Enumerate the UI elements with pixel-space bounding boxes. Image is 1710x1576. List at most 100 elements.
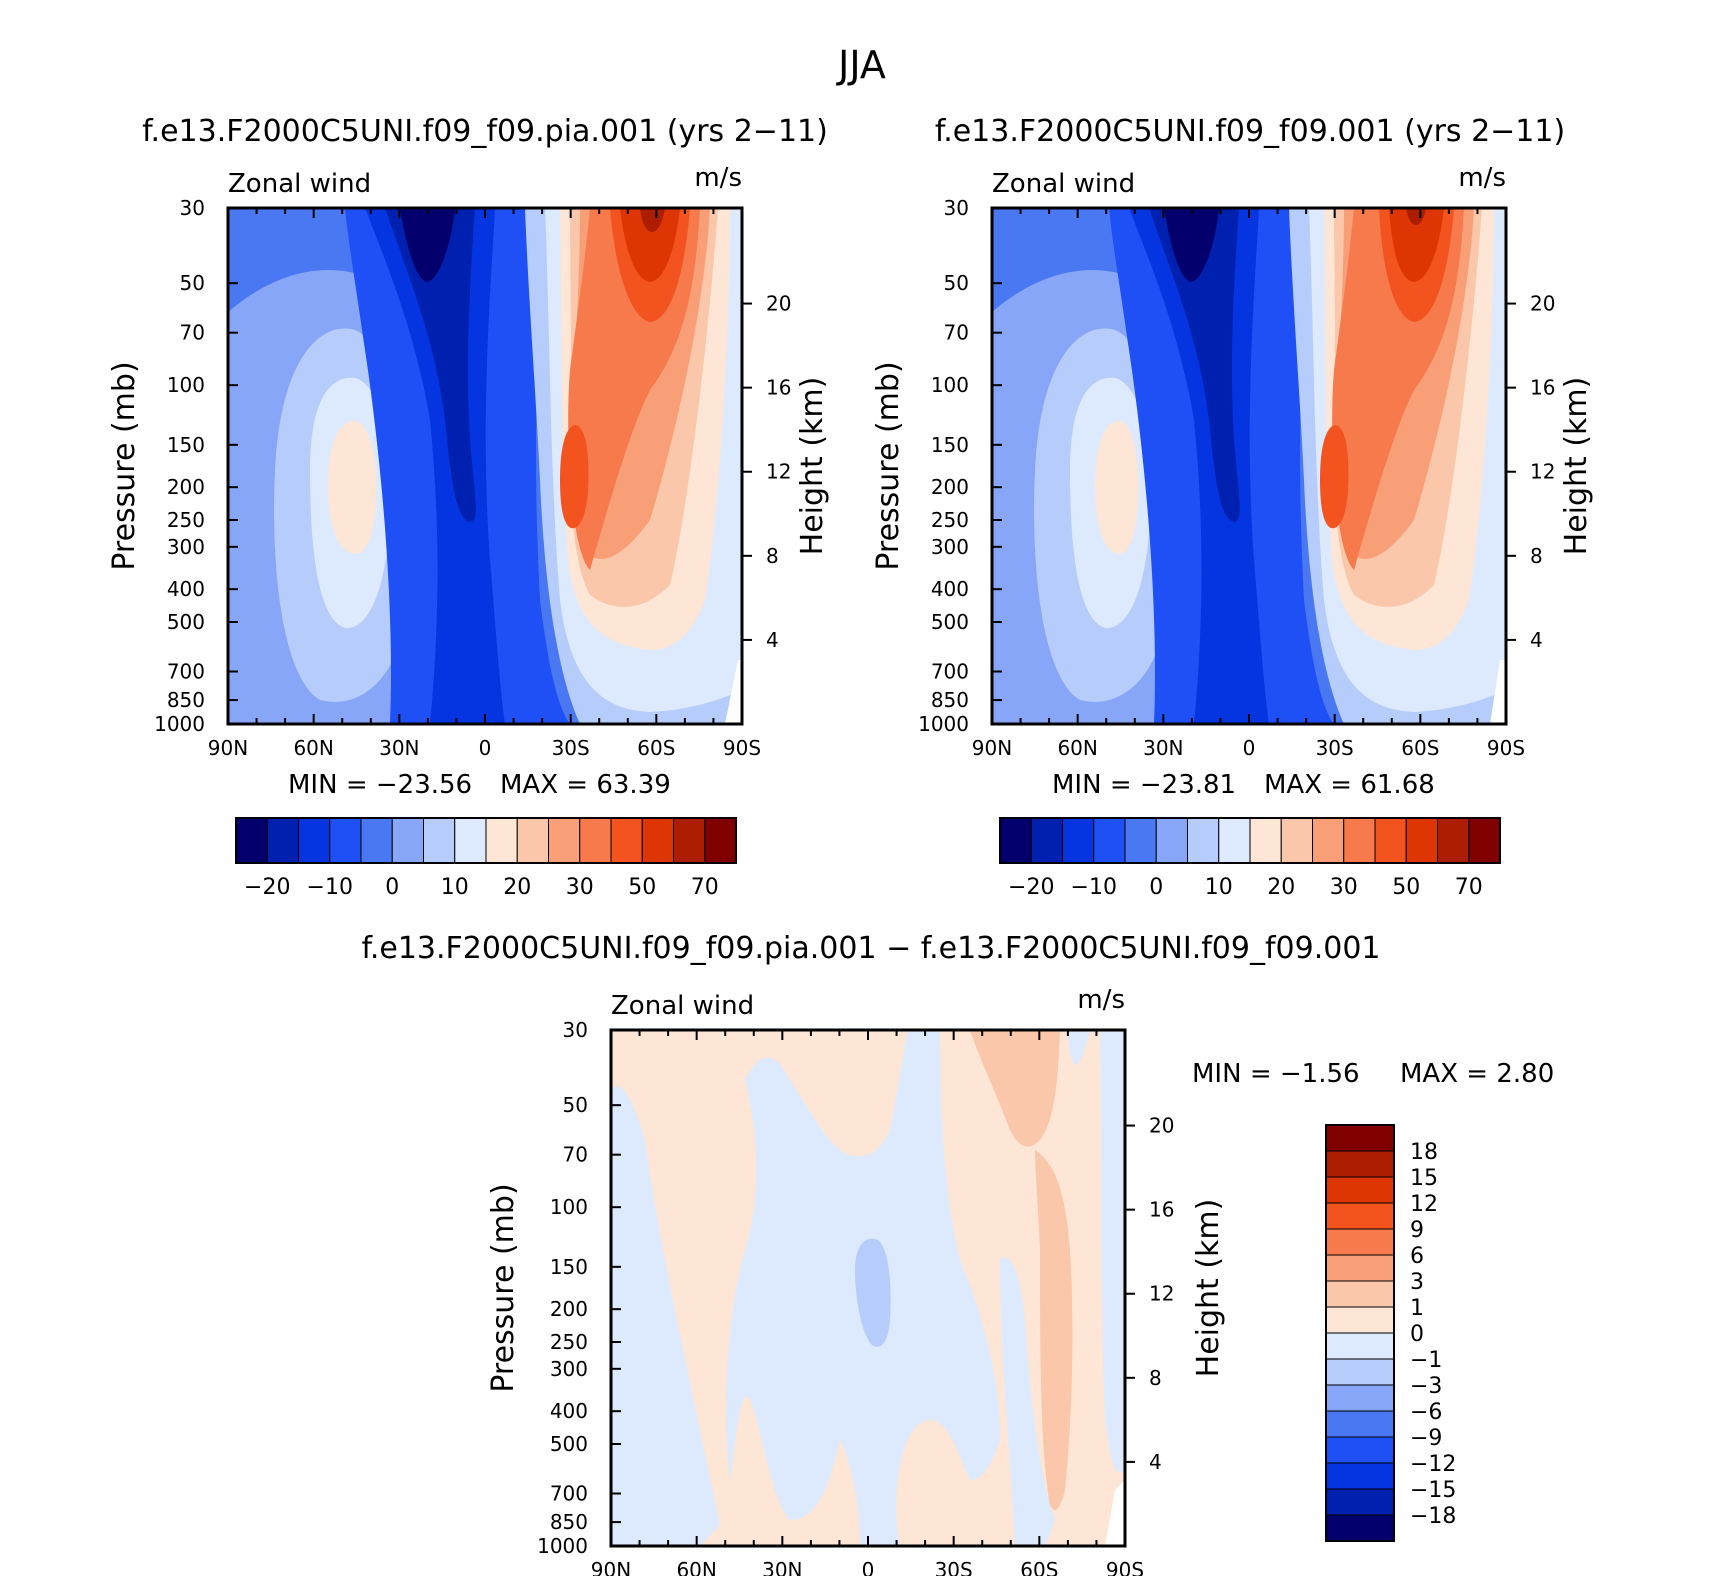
colorbar-swatch — [1312, 817, 1345, 864]
x-tick-label: 90S — [1487, 736, 1525, 760]
panel-c-ylabel: Pressure (mb) — [486, 1183, 521, 1392]
y2-tick-label: 20 — [1149, 1114, 1174, 1138]
y-tick-label: 700 — [550, 1482, 588, 1506]
panel-b-x-axis: 90N 60N 30N 0 30S 60S 90S — [972, 208, 1525, 760]
colorbar-label: 1 — [1410, 1296, 1424, 1321]
colorbar-label: −9 — [1410, 1426, 1442, 1451]
contour-fill — [1320, 425, 1349, 529]
y-tick-label: 850 — [167, 688, 205, 712]
colorbar-label: 70 — [1455, 875, 1483, 900]
colorbar-swatch — [1325, 1514, 1395, 1542]
x-tick-label: 0 — [479, 736, 492, 760]
colorbar-label: −20 — [244, 875, 290, 900]
x-tick-label: 60S — [1020, 1558, 1058, 1576]
colorbar-swatch — [391, 817, 424, 864]
colorbar-swatch — [1325, 1384, 1395, 1412]
y2-tick-label: 16 — [1149, 1198, 1174, 1222]
x-tick-label: 30N — [379, 736, 419, 760]
panel-a: f.e13.F2000C5UNI.f09_f09.pia.001 (yrs 2−… — [107, 114, 830, 900]
x-tick-label: 60N — [676, 1558, 716, 1576]
colorbar-swatch — [485, 817, 518, 864]
panel-b-y2label: Height (km) — [1559, 377, 1594, 556]
y-tick-label: 150 — [550, 1255, 588, 1279]
y-tick-label: 1000 — [918, 712, 969, 736]
x-tick-label: 90S — [723, 736, 761, 760]
y2-tick-label: 12 — [1530, 460, 1555, 484]
y2-tick-label: 20 — [766, 292, 791, 316]
x-tick-label: 30N — [762, 1558, 802, 1576]
y-tick-label: 70 — [563, 1143, 588, 1167]
y-tick-label: 500 — [931, 610, 969, 634]
contour-fill — [855, 1238, 891, 1347]
panel-a-min: MIN = −23.56 — [288, 770, 472, 800]
contour-fill — [1095, 420, 1139, 555]
y-tick-label: 50 — [180, 271, 205, 295]
colorbar-label: 30 — [1330, 875, 1358, 900]
colorbar-label: 30 — [566, 875, 594, 900]
colorbar-swatch — [641, 817, 674, 864]
colorbar-swatch — [1325, 1488, 1395, 1516]
y-tick-label: 100 — [931, 373, 969, 397]
colorbar-swatch — [1325, 1358, 1395, 1386]
y-tick-label: 300 — [167, 535, 205, 559]
panel-a-title: f.e13.F2000C5UNI.f09_f09.pia.001 (yrs 2−… — [142, 114, 828, 149]
colorbar-swatch — [423, 817, 456, 864]
panel-a-colorbar: −20 −10 0 10 20 30 50 70 — [235, 817, 737, 900]
panel-b-ylabel: Pressure (mb) — [871, 361, 906, 570]
panel-a-max: MAX = 63.39 — [500, 770, 671, 800]
colorbar-swatch — [1325, 1462, 1395, 1490]
contour-fill — [1100, 1030, 1125, 1473]
colorbar-swatch — [454, 817, 487, 864]
y-tick-label: 400 — [550, 1399, 588, 1423]
panel-b-min: MIN = −23.81 — [1052, 770, 1236, 800]
colorbar-label: 3 — [1410, 1270, 1424, 1295]
contour-fill — [1000, 1257, 1055, 1546]
y-tick-label: 30 — [944, 196, 969, 220]
colorbar-swatch — [1030, 817, 1063, 864]
colorbar-swatch — [235, 817, 268, 864]
colorbar-frame — [235, 817, 737, 864]
contour-fill — [328, 420, 377, 555]
colorbar-swatch — [1280, 817, 1313, 864]
y-tick-label: 1000 — [537, 1534, 588, 1558]
panel-b-contours — [992, 208, 1506, 724]
panel-c-y2label: Height (km) — [1191, 1199, 1226, 1378]
panel-b-max: MAX = 61.68 — [1264, 770, 1435, 800]
colorbar-label: −10 — [1071, 875, 1117, 900]
contour-fill — [1164, 208, 1219, 282]
y2-tick-label: 4 — [766, 628, 779, 652]
colorbar-swatch — [1249, 817, 1282, 864]
colorbar-swatch — [610, 817, 643, 864]
y-tick-label: 1000 — [154, 712, 205, 736]
y-tick-label: 200 — [550, 1297, 588, 1321]
colorbar-swatch — [1124, 817, 1157, 864]
panel-c-x-axis: 90N 60N 30N 0 30S 60S 90S — [591, 1030, 1144, 1576]
y-tick-label: 400 — [167, 577, 205, 601]
panel-b-colorbar: −20 −10 0 10 20 30 50 70 — [999, 817, 1501, 900]
panel-a-y2label: Height (km) — [795, 377, 830, 556]
x-tick-label: 30S — [935, 1558, 973, 1576]
x-tick-label: 30S — [1316, 736, 1354, 760]
y2-tick-label: 8 — [1149, 1366, 1162, 1390]
y-tick-label: 300 — [550, 1357, 588, 1381]
colorbar-swatch — [1093, 817, 1126, 864]
x-tick-label: 60N — [293, 736, 333, 760]
colorbar-label: 70 — [691, 875, 719, 900]
x-tick-label: 90N — [591, 1558, 631, 1576]
y2-tick-label: 16 — [1530, 376, 1555, 400]
colorbar-label: 12 — [1410, 1192, 1438, 1217]
contour-fill — [1149, 208, 1240, 522]
colorbar-swatch — [1325, 1228, 1395, 1256]
colorbar-label: 10 — [441, 875, 469, 900]
y2-tick-label: 8 — [766, 544, 779, 568]
panel-c-min: MIN = −1.56 — [1192, 1059, 1360, 1089]
panel-c-max: MAX = 2.80 — [1400, 1059, 1554, 1089]
colorbar-swatch — [1405, 817, 1438, 864]
y-tick-label: 70 — [180, 321, 205, 345]
colorbar-swatch — [548, 817, 581, 864]
colorbar-label: −3 — [1410, 1374, 1442, 1399]
colorbar-swatch — [1343, 817, 1376, 864]
contour-fill — [640, 208, 665, 232]
